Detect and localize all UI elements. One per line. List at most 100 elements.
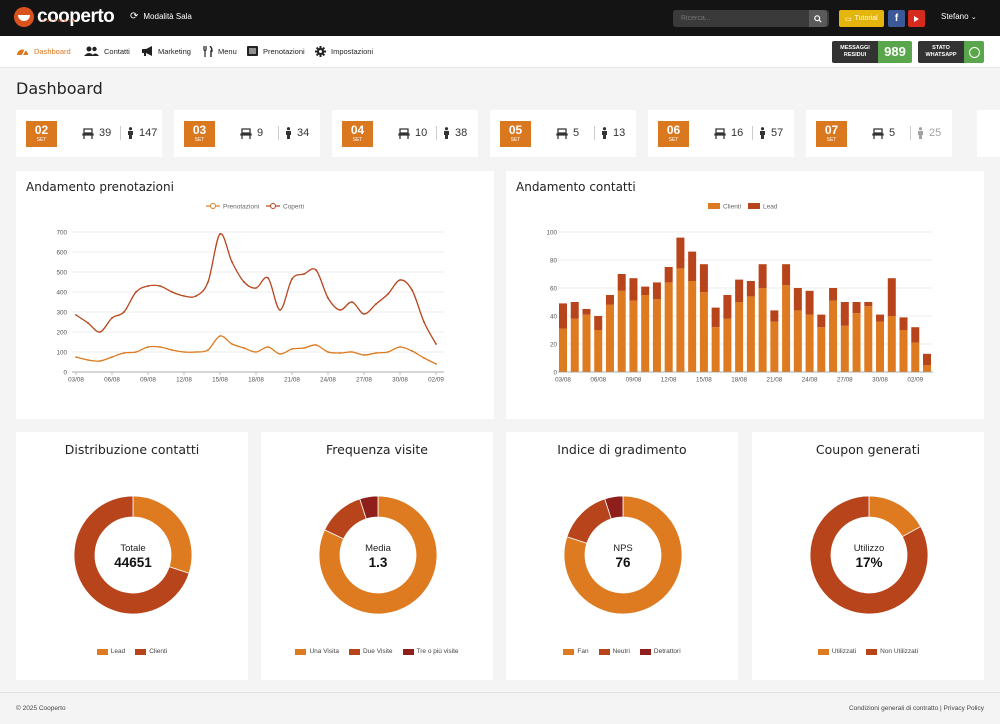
bar-lead[interactable] bbox=[711, 307, 720, 328]
bar-clienti[interactable] bbox=[652, 299, 661, 372]
bar-lead[interactable] bbox=[770, 310, 779, 322]
data-point[interactable] bbox=[363, 354, 365, 356]
bar-lead[interactable] bbox=[652, 282, 661, 300]
data-point[interactable] bbox=[99, 360, 101, 362]
data-point[interactable] bbox=[87, 359, 89, 361]
data-point[interactable] bbox=[255, 351, 257, 353]
data-point[interactable] bbox=[387, 293, 389, 295]
nav-item-menu[interactable]: Menu bbox=[203, 46, 237, 57]
bar-lead[interactable] bbox=[923, 353, 931, 365]
data-point[interactable] bbox=[159, 346, 161, 348]
data-point[interactable] bbox=[135, 291, 137, 293]
nav-item-impostazioni[interactable]: Impostazioni bbox=[315, 46, 373, 57]
donut-slice[interactable] bbox=[563, 495, 683, 615]
data-point[interactable] bbox=[375, 352, 377, 354]
bar-clienti[interactable] bbox=[758, 288, 767, 372]
nav-item-contatti[interactable]: Contatti bbox=[84, 46, 130, 56]
data-point[interactable] bbox=[435, 363, 437, 365]
bar-lead[interactable] bbox=[817, 314, 826, 328]
bar-lead[interactable] bbox=[899, 317, 908, 330]
bar-clienti[interactable] bbox=[923, 365, 931, 372]
data-point[interactable] bbox=[195, 351, 197, 353]
bar-lead[interactable] bbox=[594, 316, 603, 330]
bar-lead[interactable] bbox=[887, 278, 896, 316]
data-point[interactable] bbox=[219, 233, 221, 235]
bar-clienti[interactable] bbox=[852, 313, 861, 372]
bar-clienti[interactable] bbox=[641, 295, 650, 372]
data-point[interactable] bbox=[351, 301, 353, 303]
data-point[interactable] bbox=[159, 285, 161, 287]
legend-item[interactable]: Detrattori bbox=[639, 648, 681, 655]
data-point[interactable] bbox=[363, 313, 365, 315]
bar-clienti[interactable] bbox=[723, 318, 732, 372]
mode-toggle[interactable]: ⟳ Modalità Sala bbox=[130, 11, 192, 22]
bar-clienti[interactable] bbox=[582, 314, 591, 372]
data-point[interactable] bbox=[339, 352, 341, 354]
legend-item[interactable]: Lead bbox=[96, 648, 125, 655]
bar-lead[interactable] bbox=[876, 314, 885, 322]
data-point[interactable] bbox=[75, 356, 77, 358]
data-point[interactable] bbox=[231, 343, 233, 345]
bar-lead[interactable] bbox=[723, 295, 732, 319]
nav-item-marketing[interactable]: Marketing bbox=[141, 46, 191, 56]
data-point[interactable] bbox=[207, 281, 209, 283]
messages-remaining[interactable]: MESSAGGI RESIDUI 989 bbox=[832, 41, 912, 63]
bar-clienti[interactable] bbox=[699, 292, 708, 372]
data-point[interactable] bbox=[423, 321, 425, 323]
bar-lead[interactable] bbox=[664, 267, 673, 283]
data-point[interactable] bbox=[279, 353, 281, 355]
bar-clienti[interactable] bbox=[876, 321, 885, 372]
data-point[interactable] bbox=[303, 347, 305, 349]
bar-lead[interactable] bbox=[676, 237, 685, 269]
logo[interactable]: cooperto bbox=[14, 7, 115, 27]
bar-lead[interactable] bbox=[829, 288, 838, 301]
bar-lead[interactable] bbox=[852, 302, 861, 314]
search-button[interactable] bbox=[809, 10, 827, 27]
bar-lead[interactable] bbox=[617, 274, 626, 291]
legend-item[interactable]: Non Utilizzati bbox=[866, 648, 918, 655]
bar-clienti[interactable] bbox=[805, 314, 814, 372]
bar-clienti[interactable] bbox=[817, 327, 826, 372]
data-point[interactable] bbox=[411, 289, 413, 291]
day-card[interactable]: 04 SET 10 38 bbox=[332, 110, 478, 157]
footer-links[interactable]: Condizioni generali di contratto | Priva… bbox=[848, 705, 984, 712]
data-point[interactable] bbox=[183, 351, 185, 353]
bar-clienti[interactable] bbox=[676, 268, 685, 372]
bar-lead[interactable] bbox=[758, 264, 767, 288]
data-point[interactable] bbox=[183, 295, 185, 297]
bar-clienti[interactable] bbox=[770, 321, 779, 372]
bar-clienti[interactable] bbox=[594, 330, 603, 372]
data-point[interactable] bbox=[111, 356, 113, 358]
bar-clienti[interactable] bbox=[735, 302, 744, 372]
facebook-icon[interactable]: f bbox=[888, 10, 905, 27]
data-point[interactable] bbox=[327, 351, 329, 353]
bar-clienti[interactable] bbox=[782, 285, 791, 372]
data-point[interactable] bbox=[171, 291, 173, 293]
bar-clienti[interactable] bbox=[793, 310, 802, 372]
donut-slice[interactable] bbox=[318, 495, 438, 615]
bar-lead[interactable] bbox=[688, 251, 697, 281]
whatsapp-status[interactable]: STATO WHATSAPP bbox=[918, 41, 984, 63]
bar-lead[interactable] bbox=[735, 279, 744, 302]
search-input[interactable] bbox=[673, 15, 809, 22]
day-card[interactable]: 06 SET 16 57 bbox=[648, 110, 794, 157]
bar-clienti[interactable] bbox=[911, 342, 920, 372]
bar-lead[interactable] bbox=[911, 327, 920, 343]
bar-lead[interactable] bbox=[840, 302, 849, 326]
data-point[interactable] bbox=[75, 314, 77, 316]
bar-lead[interactable] bbox=[605, 295, 614, 305]
data-point[interactable] bbox=[267, 277, 269, 279]
data-point[interactable] bbox=[207, 349, 209, 351]
legend-item[interactable]: Clienti bbox=[135, 648, 167, 655]
data-point[interactable] bbox=[243, 281, 245, 283]
bar-clienti[interactable] bbox=[746, 296, 755, 372]
donut-slice[interactable] bbox=[566, 498, 612, 544]
data-point[interactable] bbox=[171, 349, 173, 351]
data-point[interactable] bbox=[411, 350, 413, 352]
bar-clienti[interactable] bbox=[570, 318, 579, 372]
youtube-icon[interactable] bbox=[908, 10, 925, 27]
bar-lead[interactable] bbox=[793, 288, 802, 311]
user-menu[interactable]: Stefano ⌄ bbox=[941, 12, 977, 21]
data-point[interactable] bbox=[423, 357, 425, 359]
bar-clienti[interactable] bbox=[864, 306, 873, 372]
